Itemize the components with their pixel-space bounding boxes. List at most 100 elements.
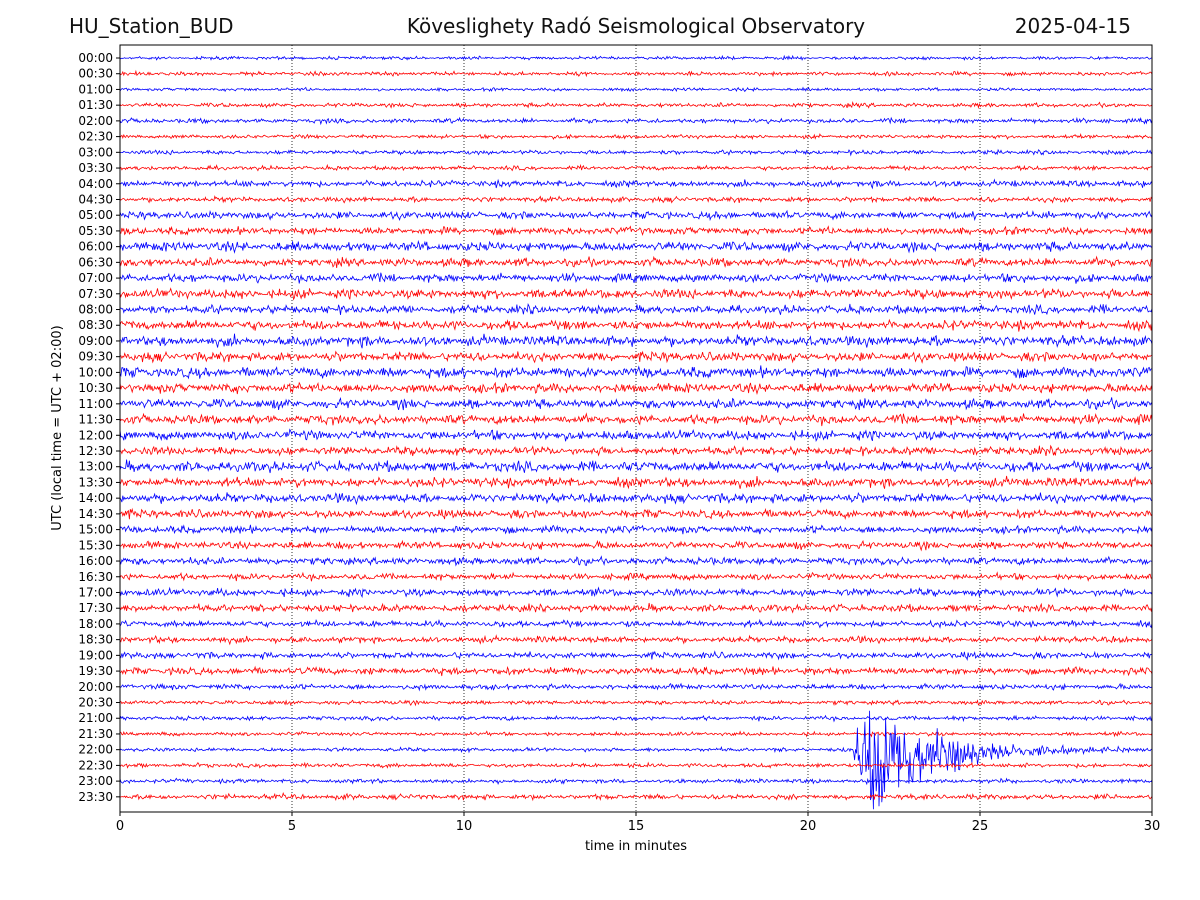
- trace-line: [119, 209, 1153, 222]
- plot-frame: [119, 44, 1153, 813]
- x-tick-label: 10: [456, 819, 473, 834]
- trace-line: [119, 116, 1153, 126]
- trace-line: [119, 132, 1153, 141]
- trace-line: [119, 602, 1153, 614]
- y-tick-label: 22:00: [78, 743, 113, 757]
- trace-line: [119, 792, 1153, 802]
- trace-line: [119, 318, 1153, 333]
- trace-line: [119, 239, 1153, 254]
- y-tick-label: 21:00: [78, 711, 113, 725]
- trace-line: [119, 69, 1153, 78]
- trace-line: [119, 777, 1153, 786]
- grid-lines: [291, 45, 981, 812]
- trace-line: [119, 350, 1153, 364]
- trace-line: [119, 682, 1153, 692]
- x-tick-label: 0: [116, 819, 124, 834]
- y-tick-label: 11:30: [78, 413, 113, 427]
- trace-line: [119, 710, 1153, 810]
- trace-line: [119, 714, 1153, 723]
- y-tick-label: 22:30: [78, 758, 113, 772]
- x-tick-label: 5: [288, 819, 296, 834]
- x-tick-label: 20: [800, 819, 817, 834]
- trace-line: [119, 507, 1153, 521]
- y-tick-label: 14:00: [78, 491, 113, 505]
- trace-line: [119, 730, 1153, 738]
- y-tick-label: 18:00: [78, 617, 113, 631]
- y-tick-label: 10:00: [78, 365, 113, 379]
- trace-line: [119, 381, 1153, 396]
- trace-line: [119, 225, 1153, 237]
- y-tick-label: 18:30: [78, 633, 113, 647]
- trace-line: [119, 475, 1153, 490]
- chart-title: Köveslighety Radó Seismological Observat…: [406, 14, 866, 38]
- x-tick-label: 15: [628, 819, 645, 834]
- y-tick-label: 08:30: [78, 318, 113, 332]
- y-tick-label: 06:00: [78, 240, 113, 254]
- y-tick-label: 04:00: [78, 177, 113, 191]
- y-tick-label: 12:30: [78, 444, 113, 458]
- y-tick-label: 07:30: [78, 287, 113, 301]
- y-tick-label: 00:30: [78, 67, 113, 81]
- trace-line: [119, 86, 1153, 93]
- y-tick-label: 10:30: [78, 381, 113, 395]
- y-tick-label: 04:30: [78, 192, 113, 206]
- y-tick-label: 01:30: [78, 98, 113, 112]
- y-tick-label: 12:00: [78, 428, 113, 442]
- y-axis-label: UTC (local time = UTC + 02:00): [50, 325, 65, 530]
- y-tick-label: 23:30: [78, 790, 113, 804]
- trace-line: [119, 255, 1153, 269]
- y-tick-label: 00:00: [78, 51, 113, 65]
- y-tick-label: 15:00: [78, 523, 113, 537]
- trace-line: [119, 333, 1153, 349]
- y-tick-label: 16:30: [78, 570, 113, 584]
- y-tick-label: 15:30: [78, 538, 113, 552]
- trace-line: [119, 459, 1153, 474]
- trace-line: [119, 302, 1153, 316]
- trace-line: [119, 163, 1153, 172]
- y-tick-label: 21:30: [78, 727, 113, 741]
- y-tick-label: 05:30: [78, 224, 113, 238]
- y-tick-label: 07:00: [78, 271, 113, 285]
- y-tick-label: 06:30: [78, 255, 113, 269]
- trace-line: [119, 571, 1152, 582]
- x-tick-label: 30: [1144, 819, 1161, 834]
- x-axis-label: time in minutes: [585, 839, 687, 854]
- y-tick-label: 03:00: [78, 145, 113, 159]
- trace-line: [119, 634, 1153, 646]
- trace-line: [119, 195, 1153, 204]
- y-tick-label: 23:00: [78, 774, 113, 788]
- y-tick-label: 17:30: [78, 601, 113, 615]
- y-tick-label: 19:30: [78, 664, 113, 678]
- trace-group: [119, 54, 1153, 810]
- trace-line: [119, 100, 1153, 110]
- trace-line: [119, 761, 1153, 770]
- y-tick-label: 02:00: [78, 114, 113, 128]
- trace-line: [119, 428, 1153, 442]
- y-tick-label: 20:30: [78, 696, 113, 710]
- y-tick-label: 20:00: [78, 680, 113, 694]
- trace-line: [119, 539, 1153, 552]
- trace-line: [119, 287, 1153, 301]
- trace-line: [119, 365, 1153, 380]
- y-tick-label: 09:00: [78, 334, 113, 348]
- y-tick-label: 11:00: [78, 397, 113, 411]
- y-tick-label: 13:00: [78, 460, 113, 474]
- x-tick-label: 25: [972, 819, 989, 834]
- trace-line: [119, 397, 1153, 411]
- y-tick-label: 09:30: [78, 350, 113, 364]
- trace-line: [120, 665, 1153, 677]
- trace-line: [119, 54, 1153, 61]
- trace-line: [119, 412, 1153, 427]
- y-tick-label: 17:00: [78, 585, 113, 599]
- y-tick-label: 14:30: [78, 507, 113, 521]
- y-tick-label: 13:30: [78, 475, 113, 489]
- y-tick-label: 02:30: [78, 130, 113, 144]
- y-tick-label: 19:00: [78, 648, 113, 662]
- trace-line: [119, 178, 1153, 190]
- y-tick-label: 03:30: [78, 161, 113, 175]
- trace-line: [119, 586, 1153, 598]
- y-tick-label: 05:00: [78, 208, 113, 222]
- station-name: HU_Station_BUD: [69, 14, 234, 38]
